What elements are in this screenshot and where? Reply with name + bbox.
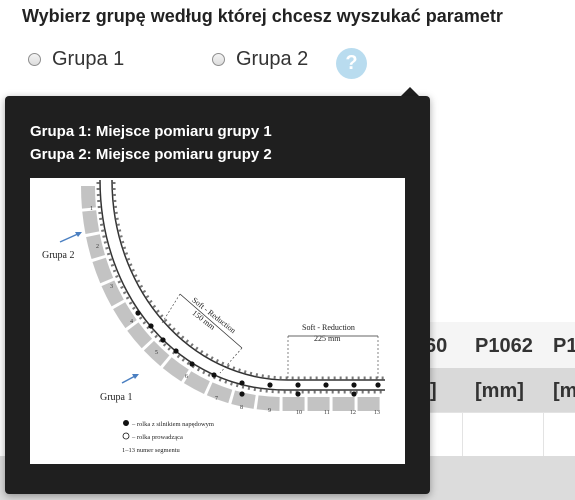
- soft-reduction-2-value: 225 mm: [314, 334, 341, 343]
- legend-guide-text: – rolka prowadząca: [131, 434, 183, 441]
- radio-grupa-1-label[interactable]: Grupa 1: [52, 48, 124, 71]
- table-header-cell: P1: [553, 335, 575, 358]
- segment-number: 5: [155, 350, 158, 356]
- table-divider: [462, 412, 463, 457]
- segment-number: 3: [110, 284, 113, 290]
- table-unit-cell: [m: [553, 380, 575, 403]
- grupa-2-label: Grupa 2: [42, 250, 75, 261]
- help-popover: Grupa 1: Miejsce pomiaru grupy 1 Grupa 2…: [5, 96, 430, 494]
- strand-line-inner: [100, 180, 385, 390]
- popover-line-2: Grupa 2: Miejsce pomiaru grupy 2: [30, 146, 272, 163]
- dimension-line-150: [180, 294, 242, 348]
- popover-line-1: Grupa 1: Miejsce pomiaru grupy 1: [30, 123, 272, 140]
- table-header-cell: P1062: [475, 335, 533, 358]
- table-unit-cell: [mm]: [475, 380, 524, 403]
- radio-group-1[interactable]: Grupa 1: [28, 48, 124, 71]
- segment-number: 8: [240, 405, 243, 411]
- legend-segments-text: 1–13 numer segmentu: [122, 447, 181, 454]
- segment-number: 2: [96, 244, 99, 250]
- segment-number: 11: [324, 410, 330, 416]
- radio-grupa-1[interactable]: [28, 53, 41, 66]
- segment-number: 10: [296, 410, 302, 416]
- radio-grupa-2-label[interactable]: Grupa 2: [236, 48, 308, 71]
- soft-reduction-150: Soft - Reduction 150 mm: [184, 296, 237, 344]
- segment-number: 4: [130, 319, 133, 325]
- radio-group-2[interactable]: Grupa 2: [212, 48, 308, 71]
- caster-diagram-svg: 1 2 3 4 5 6 7 8 9 10 11 12 13 Grupa 2 Gr…: [30, 178, 405, 464]
- page-title: Wybierz grupę według której chcesz wyszu…: [22, 6, 503, 27]
- segment-number: 12: [350, 410, 356, 416]
- segment-number: 6: [185, 374, 188, 380]
- table-unit-cell: ]: [430, 380, 437, 403]
- legend-guide-dot: [123, 433, 129, 439]
- legend-driven-text: – rolka z silnikiem napędowym: [131, 421, 214, 428]
- radio-grupa-2[interactable]: [212, 53, 225, 66]
- soft-reduction-2-title: Soft - Reduction: [302, 323, 355, 332]
- question-mark-icon[interactable]: ?: [336, 48, 367, 79]
- segment-number-labels: 1 2 3 4 5 6 7 8 9 10 11 12 13: [90, 206, 380, 416]
- measurement-diagram: 1 2 3 4 5 6 7 8 9 10 11 12 13 Grupa 2 Gr…: [30, 178, 405, 464]
- segment-number: 1: [90, 206, 93, 212]
- grupa-1-label: Grupa 1: [100, 392, 133, 403]
- dimension-guide: [162, 294, 180, 323]
- segment-number: 7: [215, 396, 218, 402]
- legend-driven-dot: [123, 420, 129, 426]
- table-divider: [430, 412, 575, 413]
- segment-number: 9: [268, 408, 271, 414]
- segment-number: 13: [374, 410, 380, 416]
- table-divider: [543, 412, 544, 457]
